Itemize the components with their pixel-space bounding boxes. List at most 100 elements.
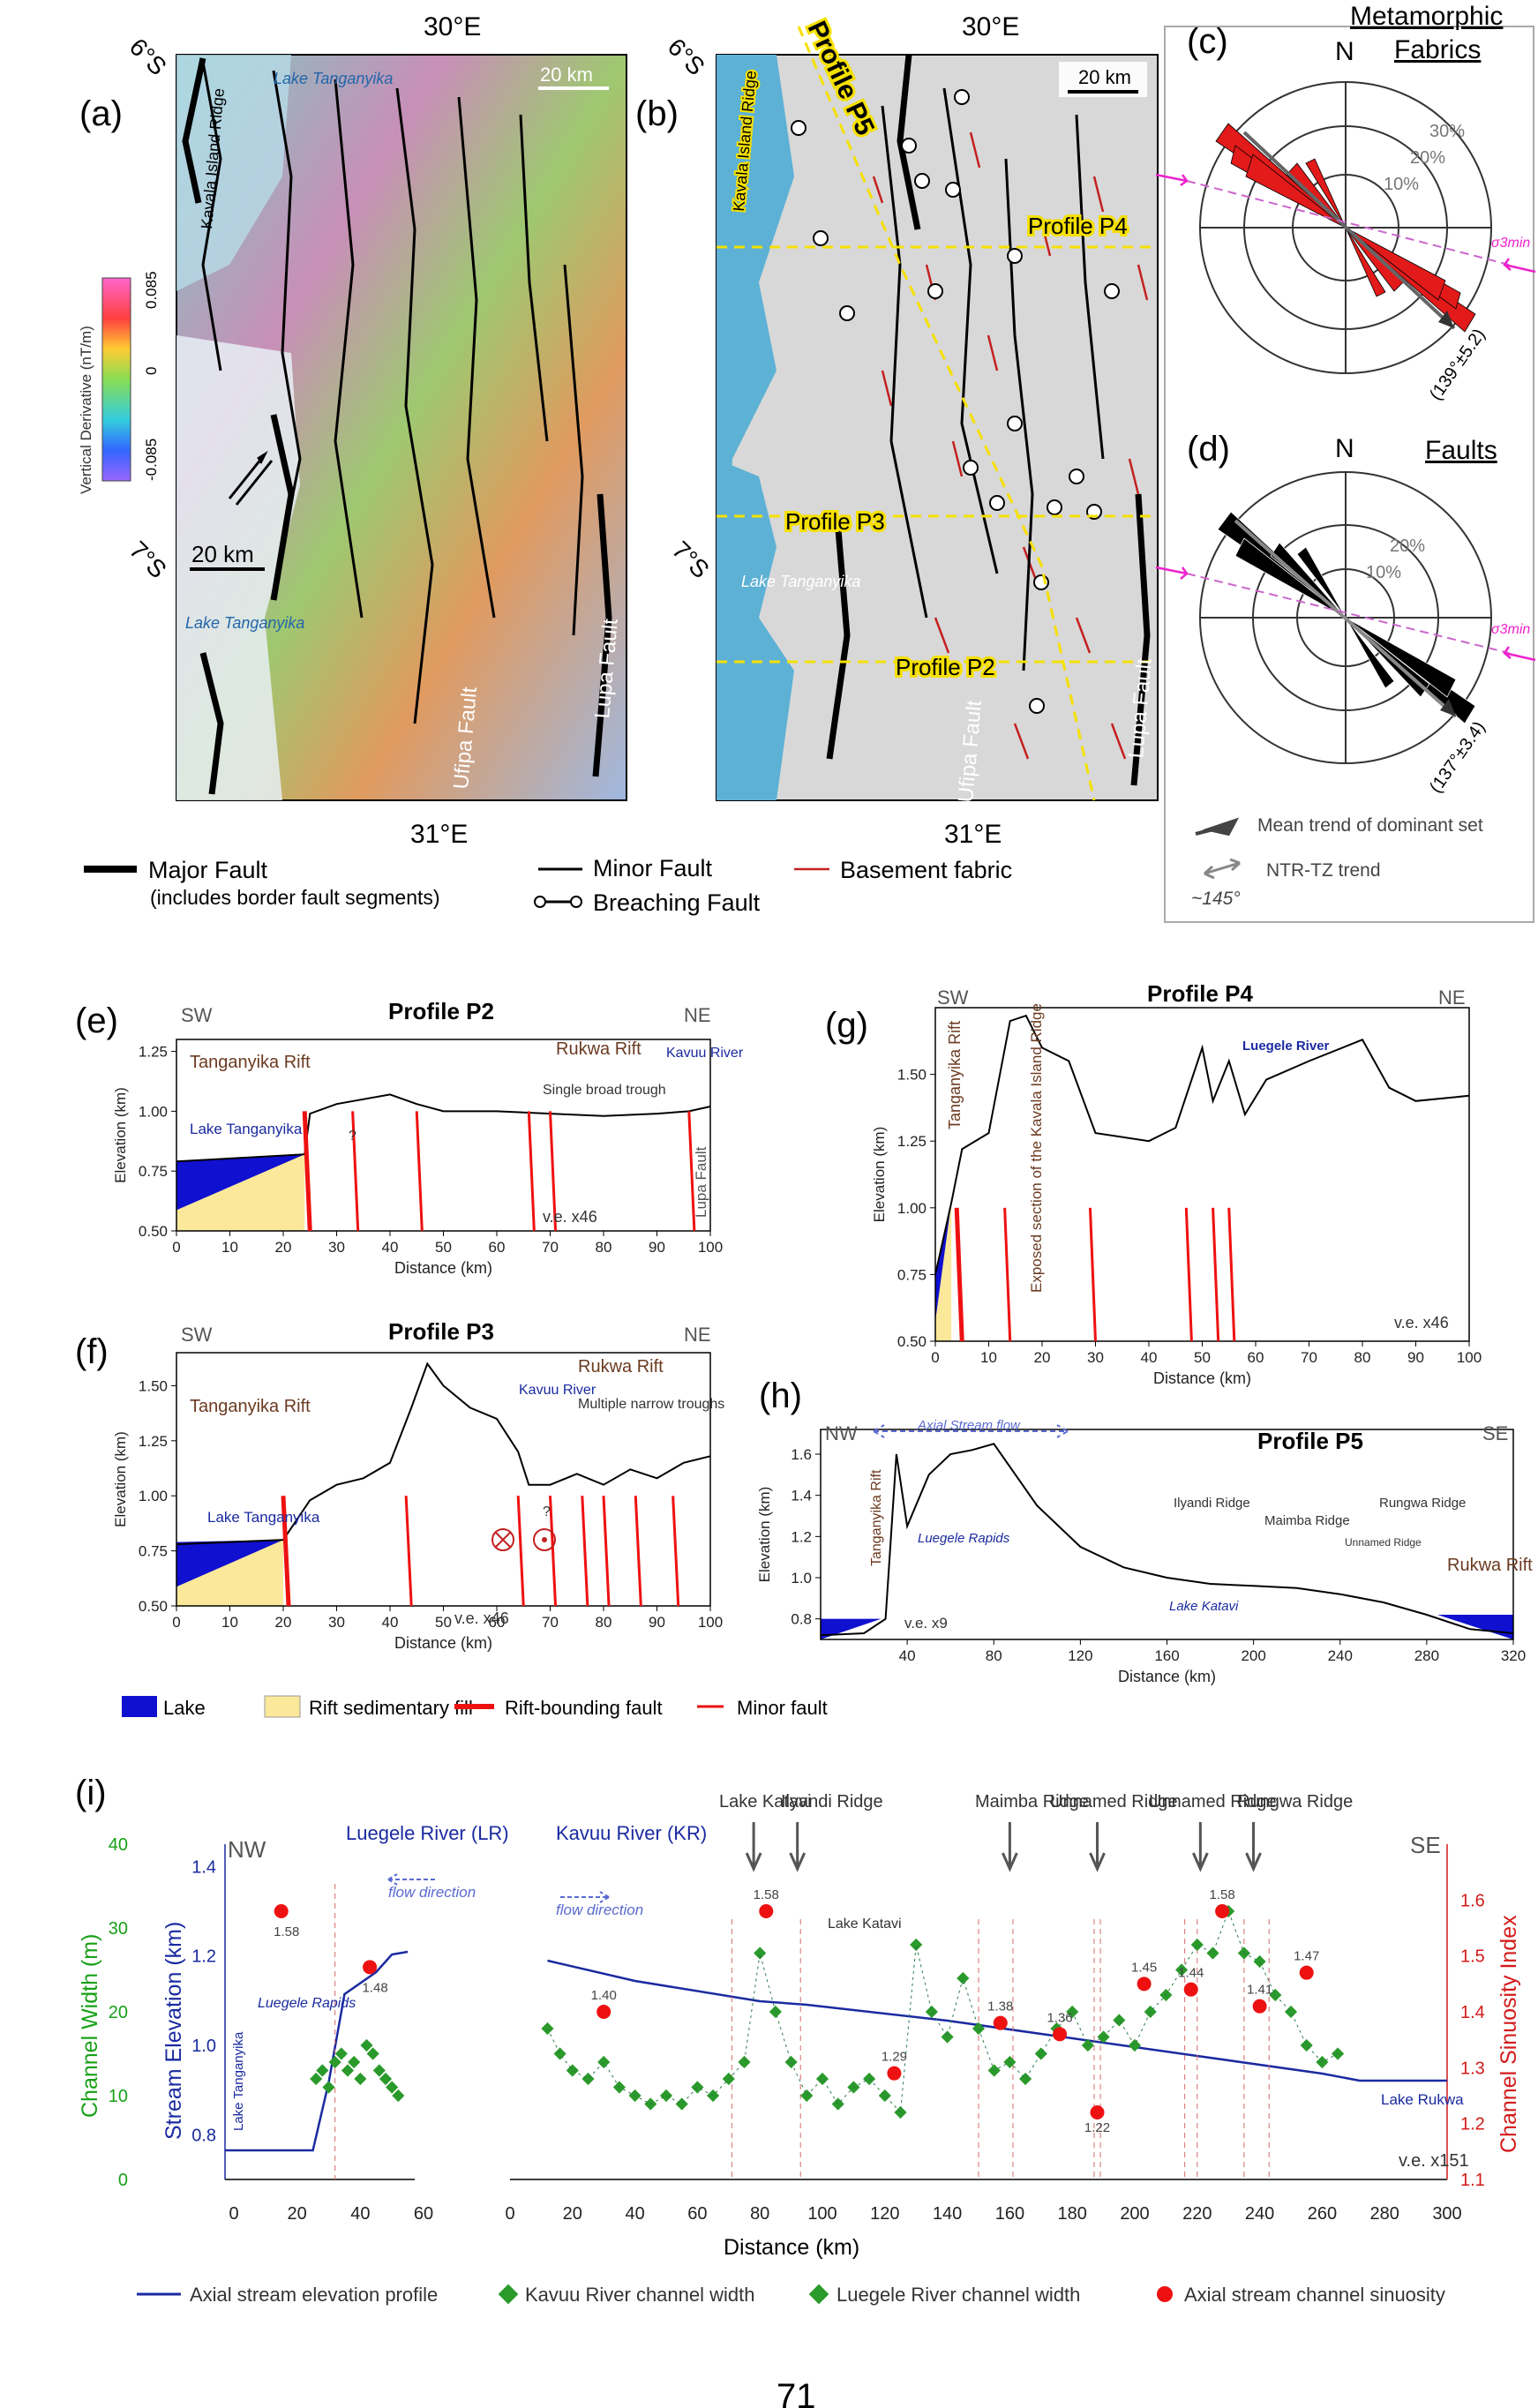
panel-a-lat-bottom: 7°S [124, 536, 172, 583]
profile-h-l7: Lake Katavi [1169, 1599, 1239, 1614]
profile-f-ytick-label: 1.25 [139, 1433, 168, 1450]
sinuosity-point-kr [1137, 1977, 1152, 1992]
profile-g-xlabel: Distance (km) [1153, 1369, 1251, 1387]
profile-h-letter: (h) [759, 1377, 802, 1415]
legend-kr: Kavuu River channel width [525, 2284, 754, 2306]
profile-e-l4: Single broad trough [543, 1083, 666, 1098]
panel-d-north: N [1335, 434, 1354, 463]
legend-major: Major Fault [148, 857, 268, 883]
profile-f-xtick-label: 0 [172, 1614, 180, 1631]
kr-width-point [878, 2089, 891, 2103]
kr-width-point [691, 2081, 704, 2094]
sinuosity-point-lr [363, 1960, 378, 1975]
mean-trend-arrow-icon [1195, 817, 1240, 836]
panel-i-right-label: Channel Sinuosity Index [1497, 1915, 1521, 2153]
profile-e-ytick-label: 0.50 [139, 1223, 168, 1240]
rose-legend-ntr-value: ~145° [1191, 889, 1241, 909]
panel-b-profile-p3: Profile P3 [785, 508, 885, 535]
profile-h-l4: Maimba Ridge [1264, 1513, 1350, 1528]
profile-f-ytick-label: 0.50 [139, 1598, 168, 1615]
panel-a-letter: (a) [79, 94, 123, 133]
panel-i-xtick-right: 220 [1182, 2204, 1212, 2224]
profile-f-fault [581, 1496, 589, 1607]
sinuosity-point-kr [1053, 2027, 1068, 2042]
profile-e-l3: Lake Tanganyika [190, 1121, 303, 1137]
profile-f-sw: SW [181, 1324, 213, 1346]
sinuosity-label-kr: 1.41 [1247, 1983, 1272, 1998]
sinuosity-point-kr [1215, 1904, 1230, 1918]
sinuosity-label-kr: 1.47 [1294, 1949, 1319, 1964]
kr-width-point [754, 1947, 767, 1960]
profile-f-l1: Rukwa Rift [578, 1357, 664, 1377]
panel-i-text: (i) NW SE Channel Width (m) Stream Eleva… [75, 1774, 1521, 2260]
profile-legend-lake: Lake [163, 1697, 206, 1719]
panel-i-y1-tick: 30 [109, 1919, 128, 1939]
profile-f-fault [516, 1496, 525, 1607]
sinuosity-label-kr: 1.38 [987, 1999, 1013, 2014]
profile-e-xtick-label: 80 [596, 1239, 612, 1256]
panel-b-lake: Lake Tanganyika [741, 573, 860, 590]
kr-width-point [1190, 1938, 1204, 1952]
profile-e-l5: Lupa Fault [693, 1146, 709, 1218]
panel-d-rose-petals [1217, 511, 1476, 724]
profile-f-xtick-label: 50 [435, 1614, 452, 1631]
panel-i-xtick-left: 0 [229, 2204, 238, 2224]
panel-a-lon-top: 30°E [424, 12, 481, 41]
profile-f-xtick-label: 70 [542, 1614, 559, 1631]
profile-g-xtick-label: 0 [931, 1349, 939, 1366]
panel-i-y2-tick: 1.4 [191, 1857, 216, 1877]
profile-f-ytick-label: 1.00 [139, 1488, 168, 1504]
profile-h-xtick-label: 40 [899, 1647, 916, 1664]
profile-f-xtick-label: 30 [328, 1614, 345, 1631]
panel-b-letter: (b) [635, 94, 679, 133]
legend-minor: Minor Fault [593, 855, 713, 881]
profile-f-fault [602, 1496, 611, 1607]
sinuosity-point-kr [1183, 1982, 1198, 1997]
panel-i-xtick-left: 60 [414, 2204, 433, 2224]
panel-c-ring-30: 30% [1429, 122, 1465, 141]
profile-h-xtick-label: 80 [986, 1647, 1002, 1664]
panel-i-xtick-right: 140 [933, 2204, 962, 2224]
panel-i-inner-3: Lake Rukwa [1381, 2091, 1464, 2108]
profile-g-l2: Luegele River [1242, 1039, 1330, 1054]
panel-i-y1-label: Channel Width (m) [78, 1934, 102, 2118]
panel-i-y1-tick: 10 [109, 2087, 128, 2106]
panel-a-cbar-tick-bot: -0.085 [143, 439, 160, 481]
profile-g-xtick-label: 100 [1457, 1349, 1482, 1366]
flow-arrow-kr-icon [560, 1891, 610, 1903]
profile-f-xtick-label: 90 [649, 1614, 665, 1631]
north-arrow-icon [228, 450, 274, 506]
panel-b-profile-p4: Profile P4 [1028, 213, 1128, 239]
profile-g-xtick-label: 60 [1248, 1349, 1264, 1366]
panel-i-letter: (i) [75, 1774, 107, 1812]
profile-e-ne: NE [684, 1004, 711, 1026]
profile-g-xtick-label: 20 [1034, 1349, 1051, 1366]
profile-g-ytick-label: 1.50 [897, 1067, 927, 1084]
profile-e-xtick-label: 90 [649, 1239, 665, 1256]
profile-h-xtick-label: 200 [1241, 1647, 1265, 1664]
profile-h-l3: Ilyandi Ridge [1174, 1496, 1250, 1511]
legend-lr: Luegele River channel width [837, 2284, 1080, 2306]
kr-width-point [1113, 2014, 1126, 2027]
panel-a-cbar-tick-mid: 0 [143, 367, 160, 375]
profile-e-l1: Rukwa Rift [556, 1039, 641, 1059]
panel-b-lon-top: 30°E [962, 12, 1019, 41]
panel-d-mean: (137°±3.4) [1426, 718, 1489, 797]
panel-a-lake-top: Lake Tanganyika [274, 70, 393, 87]
panel-i-lr-title: Luegele River (LR) [346, 1822, 509, 1844]
profile-f-l5: v.e. x46 [454, 1609, 509, 1627]
profile-f-ytick-label: 1.50 [139, 1377, 168, 1394]
ntr-trend-arrow-icon [1204, 858, 1241, 880]
kr-width-point [597, 2055, 611, 2069]
profile-e-l0: Tanganyika Rift [190, 1053, 311, 1072]
panel-i-right-tick: 1.1 [1460, 2171, 1485, 2190]
panel-i-se: SE [1410, 1832, 1441, 1858]
legend-major-note: (includes border fault segments) [150, 886, 440, 909]
profile-g-l1: Exposed section of the Kavala Island Rid… [1028, 1003, 1045, 1293]
profile-g-sw: SW [937, 986, 969, 1009]
panel-i-y2-label: Stream Elevation (km) [161, 1922, 186, 2140]
panel-i-ann-0: Lake Katavi [719, 1792, 812, 1812]
sinuosity-label-kr: 1.36 [1047, 2010, 1072, 2025]
profile-f-ylabel: Elevation (km) [112, 1431, 129, 1527]
